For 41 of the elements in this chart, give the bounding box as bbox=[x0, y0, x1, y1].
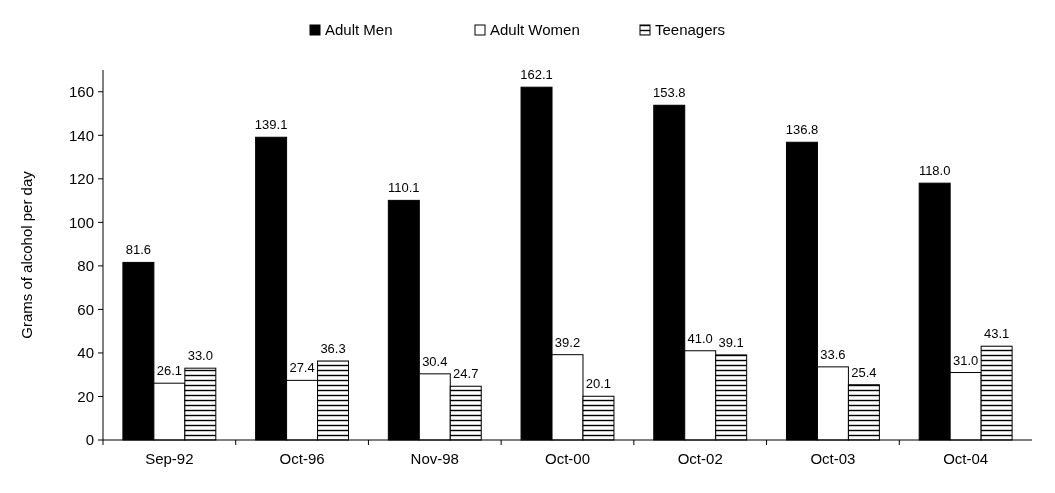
data-label: 39.2 bbox=[554, 334, 581, 350]
x-tick-label: Oct-04 bbox=[943, 450, 989, 467]
data-label: 43.1 bbox=[983, 326, 1010, 342]
data-label: 81.6 bbox=[125, 242, 152, 258]
y-tick-label: 140 bbox=[68, 126, 94, 144]
y-tick-label: 0 bbox=[85, 431, 94, 449]
data-label: 24.7 bbox=[453, 366, 479, 382]
legend-label: Adult Women bbox=[490, 21, 580, 39]
y-tick-label: 20 bbox=[77, 387, 94, 405]
y-tick-label: 160 bbox=[68, 83, 94, 101]
y-tick-label: 80 bbox=[77, 257, 94, 275]
data-label: 20.1 bbox=[585, 376, 612, 392]
data-label: 139.1 bbox=[254, 117, 288, 133]
data-label: 118.0 bbox=[918, 163, 951, 179]
y-tick-label: 120 bbox=[68, 170, 94, 188]
data-label: 136.8 bbox=[785, 122, 819, 138]
y-tick-label: 40 bbox=[77, 344, 94, 362]
data-label: 110.1 bbox=[388, 180, 420, 196]
data-label: 39.1 bbox=[718, 334, 744, 350]
x-tick-label: Oct-02 bbox=[677, 450, 723, 467]
data-label: 31.0 bbox=[952, 352, 979, 368]
data-label: 26.1 bbox=[156, 363, 183, 379]
x-tick-label: Oct-00 bbox=[544, 450, 591, 467]
y-tick-label: 100 bbox=[68, 213, 94, 231]
x-tick-label: Nov-98 bbox=[410, 450, 459, 467]
x-tick-label: Oct-03 bbox=[810, 450, 856, 467]
y-tick-label: 60 bbox=[77, 300, 94, 318]
data-label: 162.1 bbox=[520, 67, 553, 83]
x-tick-label: Oct-96 bbox=[279, 450, 325, 467]
x-tick-label: Sep-92 bbox=[145, 450, 194, 467]
data-label: 27.4 bbox=[289, 360, 315, 376]
legend-label: Teenagers bbox=[655, 21, 726, 39]
data-label: 33.6 bbox=[820, 346, 846, 362]
data-label: 33.0 bbox=[187, 348, 213, 364]
data-label: 30.4 bbox=[422, 353, 448, 369]
data-label: 153.8 bbox=[652, 85, 686, 101]
data-label: 36.3 bbox=[320, 340, 346, 356]
data-label: 25.4 bbox=[851, 364, 877, 380]
legend-label: Adult Men bbox=[325, 21, 393, 39]
data-label: 41.0 bbox=[687, 330, 713, 346]
y-axis-title: Grams of alcohol per day bbox=[18, 170, 35, 339]
